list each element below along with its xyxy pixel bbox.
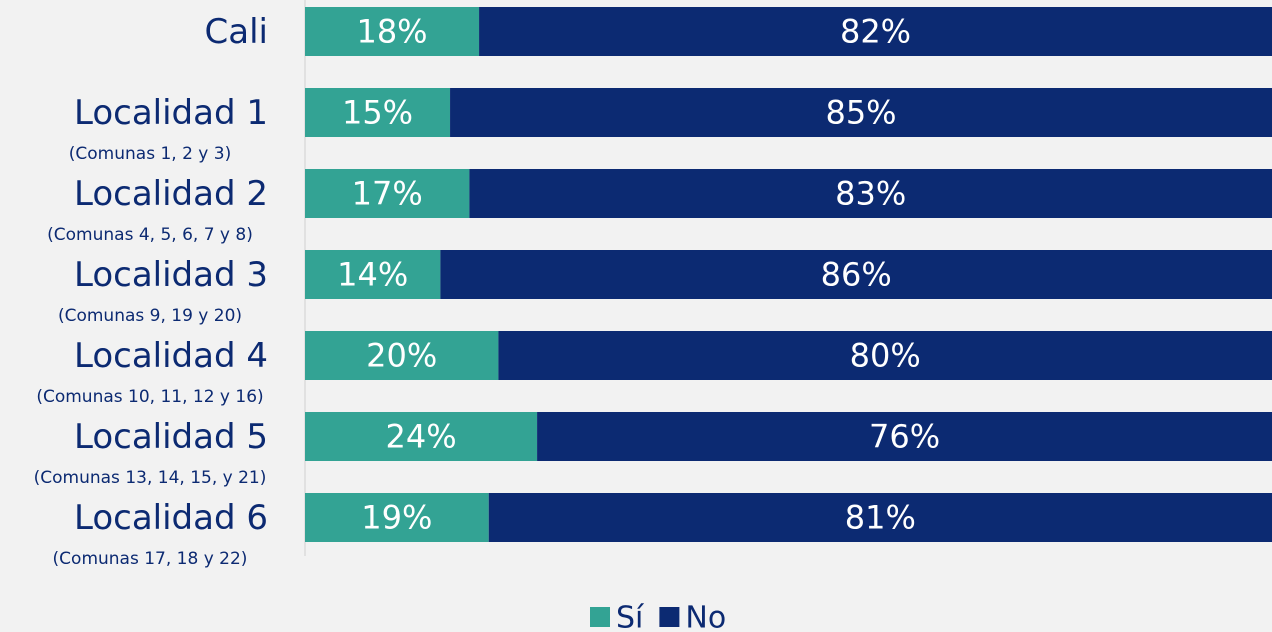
value-label: 82% — [840, 13, 911, 51]
bar-segment — [537, 412, 1272, 461]
bar-segment — [305, 331, 499, 380]
bar-segment — [305, 412, 538, 461]
value-label: 17% — [352, 175, 423, 213]
bar-segment — [305, 250, 441, 299]
category-label: Localidad 4 — [74, 336, 268, 376]
value-label: 81% — [845, 499, 916, 537]
bar-segment — [305, 88, 451, 137]
bar-segment — [450, 88, 1272, 137]
category-label: Localidad 1 — [74, 93, 268, 133]
bar-segment — [305, 493, 489, 542]
legend-label: No — [685, 601, 726, 632]
bar-segment — [479, 7, 1272, 56]
bar-segment — [488, 493, 1272, 542]
category-label: Cali — [205, 12, 268, 52]
value-label: 18% — [356, 13, 427, 51]
bar-segment — [469, 169, 1272, 218]
category-label: Localidad 2 — [74, 174, 268, 214]
legend-swatch — [659, 607, 680, 627]
category-note: (Comunas 9, 19 y 20) — [58, 306, 242, 326]
value-label: 86% — [821, 256, 892, 294]
value-label: 15% — [342, 94, 413, 132]
category-note: (Comunas 1, 2 y 3) — [69, 144, 231, 164]
bar-segment — [498, 331, 1272, 380]
legend-label: Sí — [616, 601, 645, 632]
category-note: (Comunas 13, 14, 15, y 21) — [34, 468, 267, 488]
category-label: Localidad 6 — [74, 498, 268, 538]
category-note: (Comunas 17, 18 y 22) — [53, 549, 248, 569]
value-label: 83% — [835, 175, 906, 213]
category-label: Localidad 3 — [74, 255, 268, 295]
value-label: 14% — [337, 256, 408, 294]
value-label: 24% — [385, 418, 456, 456]
value-label: 85% — [825, 94, 896, 132]
value-label: 76% — [869, 418, 940, 456]
category-note: (Comunas 4, 5, 6, 7 y 8) — [47, 225, 253, 245]
bar-segment — [440, 250, 1272, 299]
category-note: (Comunas 10, 11, 12 y 16) — [36, 387, 263, 407]
category-label: Localidad 5 — [74, 417, 268, 457]
value-label: 20% — [366, 337, 437, 375]
value-label: 19% — [361, 499, 432, 537]
value-label: 80% — [850, 337, 921, 375]
legend-swatch — [590, 607, 610, 627]
bar-segment — [305, 169, 470, 218]
bar-segment — [305, 7, 480, 56]
